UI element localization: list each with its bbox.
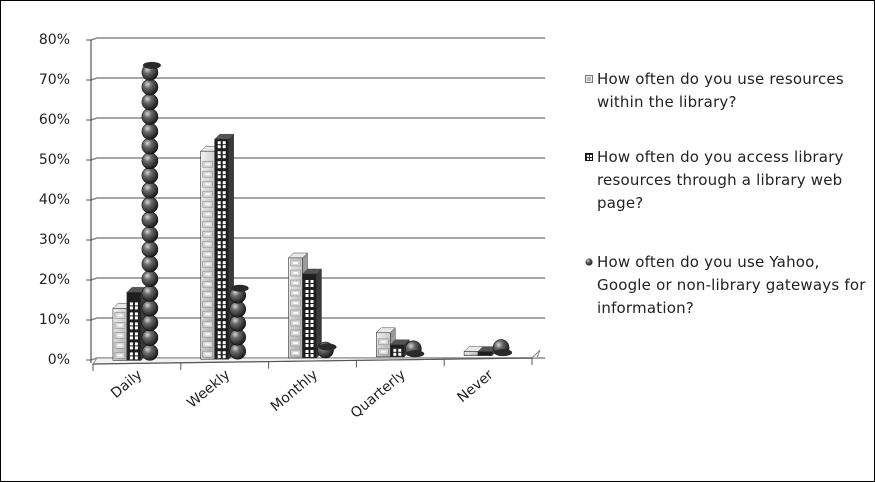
gridline: [91, 158, 545, 160]
legend-label: How often do you use Yahoo, Google or no…: [597, 253, 866, 317]
bar-unit: [142, 315, 158, 331]
legend: How often do you use resources within th…: [585, 68, 871, 320]
bar-cap: [406, 350, 424, 357]
bar-unit: [142, 182, 158, 198]
y-tick-label: 70%: [39, 72, 70, 88]
x-tick-label: Quarterly: [348, 367, 409, 422]
y-tick-label: 10%: [39, 312, 70, 328]
bar-unit: [142, 344, 158, 360]
bar-cap: [143, 62, 161, 69]
bar-unit: [142, 241, 158, 257]
y-tick-label: 60%: [39, 112, 70, 128]
bar-unit: [142, 153, 158, 169]
x-tick-label: Never: [454, 367, 496, 406]
legend-swatch-grid: [585, 153, 593, 161]
y-tick-labels: 0% 10% 20% 30% 40% 50% 60% 70% 80%: [39, 32, 70, 368]
bar-unit: [142, 330, 158, 346]
gridline: [91, 238, 545, 240]
bar-unit: [142, 79, 158, 95]
bar-unit: [142, 94, 158, 110]
gridline: [91, 78, 545, 80]
bar: [493, 340, 512, 357]
bar-unit: [230, 301, 246, 317]
bar-cap: [319, 344, 337, 351]
y-tick-label: 50%: [39, 152, 70, 168]
bar-unit: [142, 300, 158, 316]
legend-swatch-checker: [585, 75, 593, 83]
x-tick-labels: Daily Weekly Monthly Quarterly Never: [108, 367, 497, 422]
bar-unit: [142, 197, 158, 213]
gridline: [91, 38, 545, 40]
legend-swatch-sphere: [585, 258, 593, 266]
bar: [303, 269, 322, 358]
gridline: [91, 198, 545, 200]
bars: [113, 62, 512, 361]
bar-unit: [142, 227, 158, 243]
bar-unit: [142, 123, 158, 139]
y-tick-label: 0%: [48, 352, 70, 368]
x-tick-label: Weekly: [184, 367, 233, 412]
bar-unit: [230, 329, 246, 345]
y-tick-label: 20%: [39, 272, 70, 288]
x-tick-label: Daily: [108, 367, 145, 402]
bar-cap: [231, 285, 249, 292]
bar-unit: [142, 212, 158, 228]
x-tick-label: Monthly: [268, 367, 321, 415]
bar: [230, 285, 249, 360]
y-tick-label: 30%: [39, 232, 70, 248]
y-tick-label: 40%: [39, 192, 70, 208]
bar-unit: [142, 168, 158, 184]
legend-item: How often do you use resources within th…: [585, 68, 871, 114]
bar: [318, 342, 337, 358]
legend-item: How often do you use Yahoo, Google or no…: [585, 251, 871, 320]
bar-unit: [142, 271, 158, 287]
legend-label: How often do you use resources within th…: [597, 70, 844, 111]
bar: [405, 341, 424, 358]
bar-unit: [142, 256, 158, 272]
gridline: [91, 118, 545, 120]
bar-unit: [142, 285, 158, 301]
bar-unit: [230, 315, 246, 331]
bar-unit: [230, 343, 246, 359]
legend-item: How often do you access library resource…: [585, 146, 871, 215]
legend-label: How often do you access library resource…: [597, 148, 844, 212]
bar-unit: [142, 138, 158, 154]
y-tick-label: 80%: [39, 32, 70, 48]
bar-unit: [142, 109, 158, 125]
bar-cap: [494, 349, 512, 356]
